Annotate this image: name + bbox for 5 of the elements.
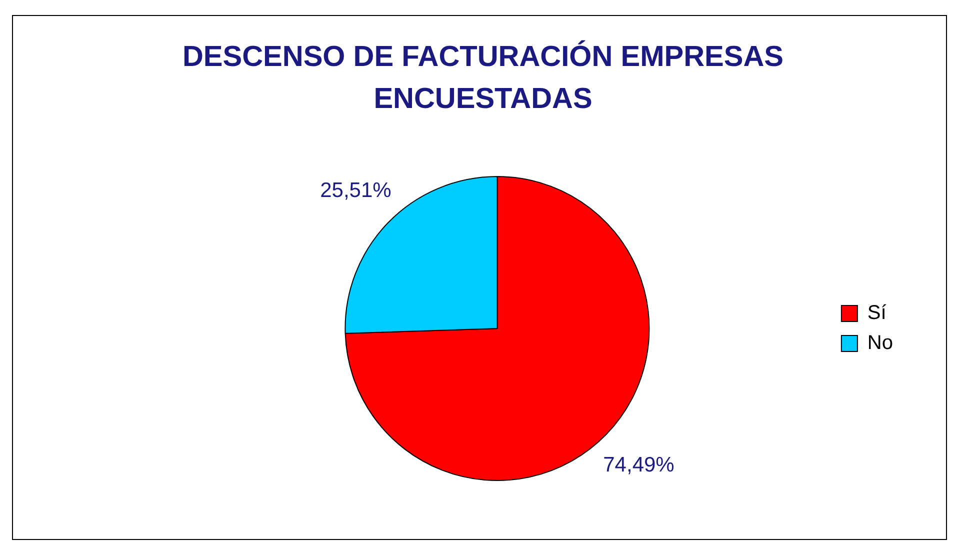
legend-label: Sí <box>867 302 887 324</box>
legend-label: No <box>867 332 894 354</box>
data-label: 25,51% <box>320 179 392 202</box>
data-label: 74,49% <box>603 453 674 476</box>
chart-title: DESCENSO DE FACTURACIÓN EMPRESAS ENCUESTADAS <box>181 39 784 117</box>
